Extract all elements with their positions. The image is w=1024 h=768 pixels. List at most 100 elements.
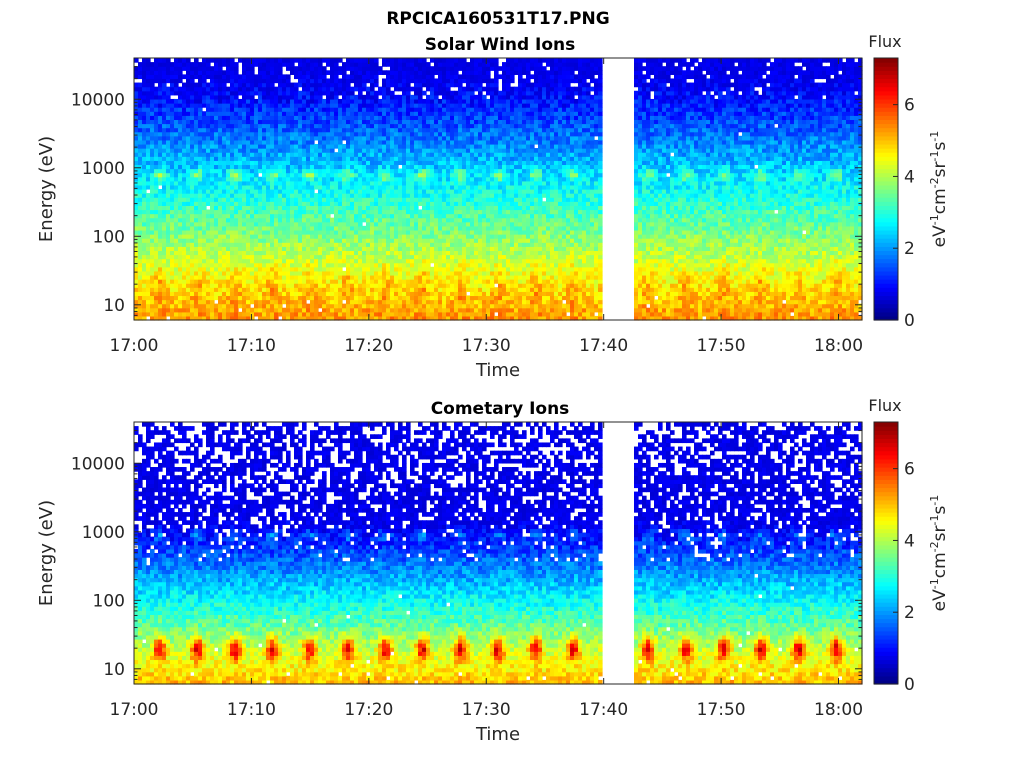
heatmap-cell: [278, 131, 283, 137]
heatmap-cell: [346, 205, 351, 211]
heatmap-cell: [270, 279, 275, 284]
heatmap-cell: [326, 303, 331, 309]
heatmap-cell: [370, 62, 375, 67]
heatmap-cell: [182, 234, 187, 239]
heatmap-cell: [202, 193, 207, 198]
heatmap-cell: [306, 213, 311, 219]
heatmap-cell: [222, 135, 227, 141]
heatmap-cell: [274, 254, 279, 260]
heatmap-cell: [134, 197, 139, 202]
heatmap-cell: [326, 225, 331, 231]
heatmap-cell: [290, 82, 295, 88]
heatmap-cell: [186, 156, 191, 161]
heatmap-cell: [230, 180, 235, 186]
heatmap-cell: [278, 217, 283, 223]
heatmap-cell: [290, 213, 295, 219]
heatmap-cell: [246, 82, 251, 88]
heatmap-cell: [414, 270, 419, 276]
heatmap-cell: [202, 62, 207, 67]
heatmap-cell: [322, 164, 327, 170]
heatmap-cell: [206, 131, 211, 137]
heatmap-cell: [306, 123, 311, 129]
heatmap-cell: [134, 258, 139, 264]
heatmap-cell: [254, 283, 259, 288]
heatmap-cell: [242, 201, 247, 206]
heatmap-cell: [254, 119, 259, 125]
heatmap-cell: [254, 172, 259, 178]
heatmap-cell: [218, 107, 223, 112]
heatmap-cell: [318, 152, 323, 157]
heatmap-cell: [258, 58, 263, 63]
heatmap-cell: [358, 62, 363, 67]
heatmap-cell: [226, 217, 231, 223]
heatmap-cell: [230, 184, 235, 190]
heatmap-cell: [262, 66, 267, 71]
heatmap-cell: [238, 127, 243, 133]
heatmap-cell: [330, 176, 335, 182]
heatmap-cell: [386, 287, 391, 292]
heatmap-cell: [406, 270, 411, 276]
heatmap-cell: [374, 315, 379, 321]
heatmap-cell: [282, 172, 287, 178]
heatmap-cell: [398, 229, 403, 235]
heatmap-cell: [186, 201, 191, 206]
heatmap-cell: [174, 103, 179, 108]
heatmap-cell: [398, 250, 403, 256]
heatmap-cell: [270, 307, 275, 313]
heatmap-cell: [238, 234, 243, 239]
heatmap-cell: [402, 258, 407, 264]
heatmap-cell: [250, 205, 255, 211]
heatmap-cell: [358, 279, 363, 284]
heatmap-cell: [234, 221, 239, 227]
heatmap-cell: [266, 70, 271, 75]
heatmap-cell: [202, 197, 207, 202]
heatmap-cell: [202, 90, 207, 96]
heatmap-cell: [294, 242, 299, 247]
heatmap-cell: [286, 131, 291, 137]
heatmap-cell: [334, 250, 339, 256]
heatmap-cell: [246, 234, 251, 239]
heatmap-cell: [242, 209, 247, 215]
heatmap-cell: [370, 258, 375, 264]
heatmap-cell: [354, 103, 359, 108]
heatmap-cell: [378, 266, 383, 272]
heatmap-cell: [350, 291, 355, 297]
heatmap-cell: [346, 168, 351, 174]
heatmap-cell: [302, 168, 307, 174]
heatmap-cell: [434, 246, 439, 251]
heatmap-cell: [358, 246, 363, 251]
heatmap-cell: [334, 111, 339, 116]
heatmap-cell: [258, 156, 263, 161]
heatmap-cell: [246, 262, 251, 268]
heatmap-cell: [254, 213, 259, 219]
heatmap-cell: [446, 131, 451, 137]
heatmap-cell: [398, 303, 403, 309]
heatmap-cell: [234, 213, 239, 219]
heatmap-cell: [314, 242, 319, 247]
heatmap-cell: [282, 58, 287, 63]
heatmap-cell: [210, 201, 215, 206]
heatmap-cell: [278, 82, 283, 88]
heatmap-cell: [442, 107, 447, 112]
heatmap-cell: [326, 123, 331, 129]
heatmap-cell: [314, 111, 319, 116]
heatmap-cell: [166, 213, 171, 219]
heatmap-cell: [402, 209, 407, 215]
heatmap-cell: [134, 274, 139, 280]
heatmap-cell: [314, 78, 319, 84]
heatmap-cell: [238, 221, 243, 227]
heatmap-cell: [322, 123, 327, 129]
heatmap-cell: [338, 283, 343, 288]
heatmap-cell: [422, 221, 427, 227]
heatmap-cell: [278, 66, 283, 71]
heatmap-cell: [178, 184, 183, 190]
heatmap-cell: [410, 172, 415, 178]
heatmap-cell: [350, 103, 355, 108]
heatmap-cell: [354, 160, 359, 166]
heatmap-cell: [378, 242, 383, 247]
heatmap-cell: [134, 94, 139, 100]
heatmap-cell: [178, 94, 183, 100]
heatmap-cell: [310, 225, 315, 231]
heatmap-cell: [386, 168, 391, 174]
heatmap-cell: [442, 242, 447, 247]
